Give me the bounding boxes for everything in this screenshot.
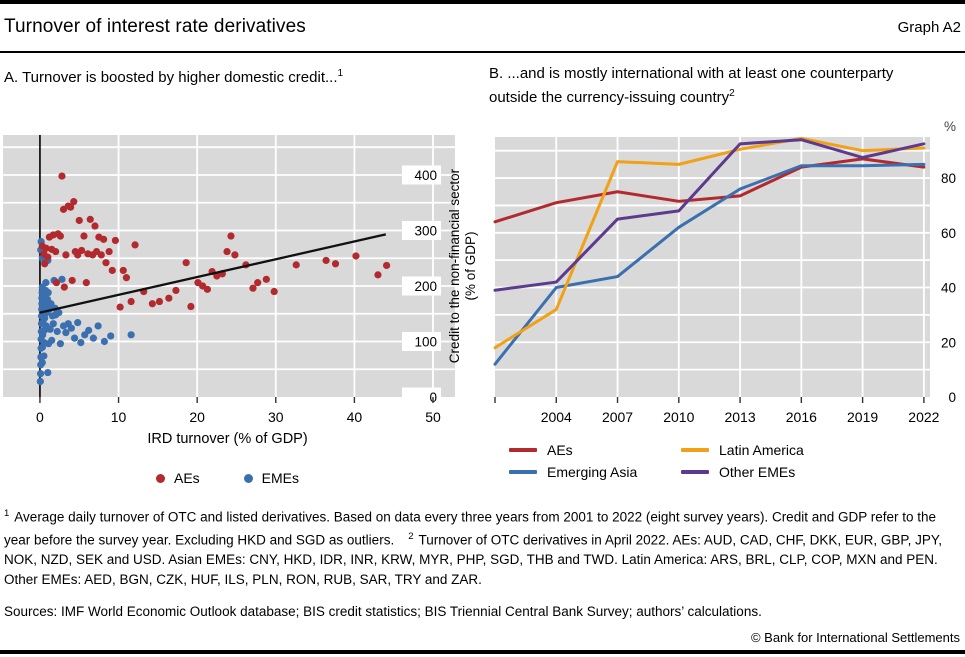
footnote-2-marker: 2 [408,531,414,542]
legend-label-emerging-asia: Emerging Asia [547,464,638,480]
footnotes-block: 1 Average daily turnover of OTC and liste… [4,504,960,589]
panel-b-title-footnote-marker: 2 [729,88,735,99]
ytick-label-box-400 [402,165,441,185]
legend-label-aes: AEs [173,470,200,486]
panel-a-plot-area [3,135,455,397]
figure-header: Turnover of interest rate derivatives Gr… [4,16,961,38]
ytick-label-400: 400 [414,168,437,183]
panel-b-legend: AEs Latin America Emerging Asia Other EM… [509,442,804,480]
ytick-label-20: 20 [941,335,956,350]
panel-a-chart: 010020030040001020304050Credit to the no… [3,135,478,425]
xtick-label-2016: 2016 [786,409,817,425]
emes-dot-swatch [243,473,253,483]
legend-label-other-emes: Other EMEs [719,464,796,480]
latin-america-line-swatch [681,448,709,452]
other-emes-line-swatch [681,470,709,474]
unit-label-percent: % [944,120,956,134]
ytick-label-box-200 [402,276,441,296]
legend-label-latin-america: Latin America [719,442,804,458]
xtick-label-2010: 2010 [663,409,694,425]
panel-a-yaxis-title-line1: Credit to the non-financial sector [447,168,462,363]
legend-item-aes: AEs [155,470,200,486]
panel-a-title: A. Turnover is boosted by higher domesti… [4,64,343,88]
xtick-label-2022: 2022 [908,409,939,425]
panel-b-chart: 2004 2007 2010 2013 2016 2019 2022 0 20 40 60 80% [493,120,956,425]
ytick-label-80: 80 [941,171,956,186]
xtick-label-2013: 2013 [724,409,755,425]
ytick-label-0: 0 [948,390,956,405]
ytick-label-40: 40 [941,281,956,296]
emerging-asia-line-swatch [509,470,537,474]
xtick-label-0: 0 [36,409,44,425]
panel-b-title-text: B. ...and is mostly international with a… [489,65,894,106]
panel-b-plot-area [495,137,930,397]
footnote-1-marker: 1 [4,508,10,519]
aes-line-swatch [509,448,537,452]
ytick-label-box-100 [402,331,441,351]
legend-item-emes: EMEs [243,470,300,486]
xtick-label-40: 40 [347,409,363,425]
sources-line: Sources: IMF World Economic Outlook data… [4,604,762,619]
panel-a-title-text: A. Turnover is boosted by higher domesti… [4,69,338,86]
xtick-label-30: 30 [268,409,284,425]
figure-title: Turnover of interest rate derivatives [4,16,306,37]
xtick-label-10: 10 [111,409,127,425]
copyright-line: © Bank for International Settlements [750,630,960,645]
panel-a-title-footnote-marker: 1 [337,68,344,79]
xtick-label-50: 50 [425,409,441,425]
legend-item-latin-america: Latin America [681,442,804,458]
xtick-label-2019: 2019 [847,409,878,425]
graph-number-label: Graph A2 [897,19,961,36]
xtick-label-2004: 2004 [541,409,572,425]
ytick-label-60: 60 [941,226,956,241]
series-line-other-emes [493,138,926,292]
panel-b-title: B. ...and is mostly international with a… [489,64,929,108]
ytick-label-100: 100 [414,334,437,349]
bottom-rule-bar [0,650,965,654]
header-divider [0,51,965,53]
ytick-label-200: 200 [414,279,437,294]
top-rule-bar [0,0,965,4]
footnote-2-text: Turnover of OTC derivatives in April 202… [4,532,942,587]
series-line-latin-america [493,136,926,350]
legend-label-emes: EMEs [261,470,300,486]
footnote-1-text: Average daily turnover of OTC and listed… [4,509,937,548]
scatter-series-emes [36,237,135,386]
legend-item-emerging-asia: Emerging Asia [509,464,681,480]
panel-a-xaxis-title: IRD turnover (% of GDP) [147,431,308,447]
legend-label-aes-line: AEs [547,442,573,458]
panel-a-legend: AEs EMEs [0,470,455,486]
legend-item-other-emes: Other EMEs [681,464,804,480]
trend-line [39,233,387,314]
panel-a-yaxis-title-line2: (% of GDP) [463,231,478,300]
xtick-label-20: 20 [189,409,205,425]
ytick-label-box-0 [402,387,441,407]
xtick-label-2007: 2007 [602,409,633,425]
aes-dot-swatch [155,473,165,483]
ytick-label-300: 300 [414,223,437,238]
series-line-aes [493,157,926,224]
legend-item-aes-line: AEs [509,442,681,458]
ytick-label-box-300 [402,220,441,240]
